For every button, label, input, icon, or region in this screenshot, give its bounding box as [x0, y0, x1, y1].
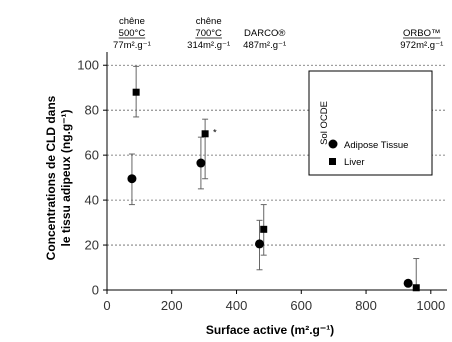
data-point-liver: [201, 130, 209, 138]
annotation-text: 314m².g⁻¹: [187, 40, 230, 51]
annotation-text: 77m².g⁻¹: [113, 40, 151, 51]
data-point-adipose: [196, 158, 206, 168]
y-tick-label: 20: [85, 238, 99, 253]
y-tick-label: 60: [85, 148, 99, 163]
annotation-text: chêne: [196, 16, 222, 27]
x-tick-label: 400: [226, 298, 248, 313]
annotation-text: 700°C: [195, 28, 222, 39]
y-axis-title-line2: le tissu adipeux (ng.g⁻¹): [59, 109, 73, 246]
y-tick-label: 100: [77, 58, 99, 73]
annotation-text: chêne: [119, 16, 145, 27]
y-tick-label: 0: [92, 283, 99, 298]
legend-box: [308, 70, 433, 176]
annotations: *chêne500°C77m².g⁻¹chêne700°C314m².g⁻¹DA…: [113, 16, 443, 139]
legend-circle-marker: [328, 139, 338, 149]
annotation-text: DARCO®: [244, 28, 285, 39]
y-axis-title-line1: Concentrations de CLD dans: [44, 95, 58, 260]
legend-title: Sol OCDE: [319, 101, 330, 145]
x-axis-title: Surface active (m².g⁻¹): [206, 323, 334, 337]
annotation-text: 500°C: [119, 28, 146, 39]
data-point-adipose: [403, 278, 413, 288]
axes: [103, 52, 447, 294]
legend-label-liver: Liver: [344, 157, 365, 168]
annotation-text: ORBO™: [403, 28, 440, 39]
annotation-text: 972m².g⁻¹: [400, 40, 443, 51]
data-point-liver: [260, 225, 268, 233]
data-point-liver: [412, 284, 420, 292]
annotation-text: 487m².g⁻¹: [243, 40, 286, 51]
legend-label-adipose: Adipose Tissue: [344, 140, 408, 151]
grid: [107, 64, 447, 246]
x-tick-label: 800: [355, 298, 377, 313]
y-tick-label: 40: [85, 193, 99, 208]
x-tick-label: 200: [161, 298, 183, 313]
data-point-adipose: [127, 174, 137, 184]
data-point-adipose: [255, 239, 265, 249]
data-markers: [127, 88, 420, 292]
data-point-liver: [132, 88, 140, 96]
y-tick-label: 80: [85, 103, 99, 118]
x-tick-label: 600: [290, 298, 312, 313]
x-tick-label: 1000: [416, 298, 445, 313]
legend-square-marker: [329, 158, 336, 165]
x-tick-label: 0: [103, 298, 110, 313]
asterisk-mark: *: [213, 128, 217, 139]
legend: Sol OCDE Adipose Tissue Liver: [308, 70, 433, 176]
